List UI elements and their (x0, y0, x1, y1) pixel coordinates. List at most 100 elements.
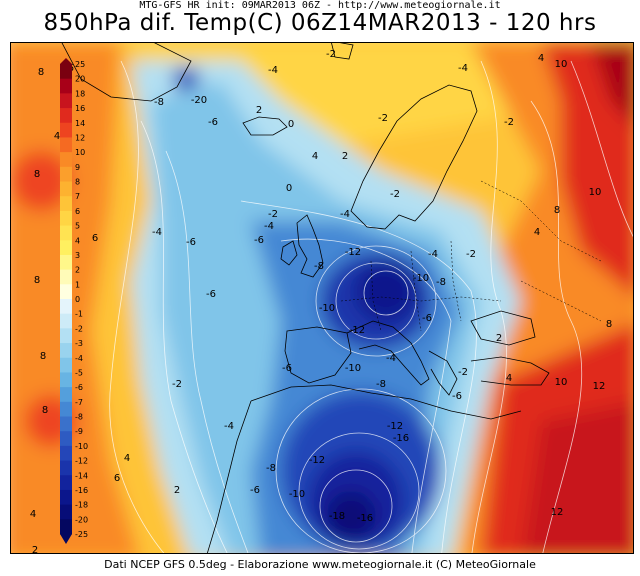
coast-turkey (470, 356, 550, 386)
colorbar-tick-label: -5 (75, 368, 83, 377)
colorbar-tick-label: 0 (75, 295, 80, 304)
isotherm-label: -6 (206, 289, 216, 300)
isotherm-label: 12 (593, 381, 606, 392)
colorbar-tick-label: 12 (75, 133, 85, 142)
isotherm-label: 12 (551, 507, 564, 518)
isotherm-label: -6 (208, 117, 218, 128)
isotherm-label: -6 (254, 235, 264, 246)
isotherm-label: -18 (329, 511, 345, 522)
colorbar-tick-label: -25 (75, 530, 88, 539)
colorbar-tick-label: 7 (75, 192, 80, 201)
isotherm-label: 2 (174, 485, 180, 496)
colorbar-tick-label: -9 (75, 427, 83, 436)
header-subtitle: MTG-GFS HR init: 09MAR2013 06Z - http://… (139, 0, 501, 11)
colorbar-swatch (60, 401, 72, 417)
colorbar-swatch (60, 108, 72, 124)
isotherm-label: -8 (266, 463, 276, 474)
colorbar-swatch (60, 387, 72, 403)
isotherm-label: -2 (172, 379, 182, 390)
colorbar-top-arrow (60, 58, 72, 64)
isotherm-label: -4 (268, 65, 278, 76)
isotherm-lines (109, 60, 633, 553)
colorbar-swatch (60, 240, 72, 256)
isotherm-label: 4 (506, 373, 512, 384)
colorbar-swatch (60, 122, 72, 138)
coast-iberia (284, 326, 352, 384)
isotherm-label: 2 (256, 105, 262, 116)
isotherm-label: 0 (286, 183, 292, 194)
colorbar-tick-label: -10 (75, 442, 88, 451)
isotherm-label: -8 (314, 261, 324, 272)
colorbar-tick-label: 9 (75, 163, 80, 172)
field-cold-greenland (172, 67, 200, 91)
isotherm-label: -8 (436, 277, 446, 288)
isotherm-label: -6 (422, 313, 432, 324)
isotherm-label: 10 (589, 187, 602, 198)
coast-italy (346, 320, 430, 386)
isotherm-label: -10 (345, 363, 361, 374)
field-cold-core-north-deep (356, 261, 416, 321)
isotherm-label: 2 (32, 545, 38, 554)
field-northeast-hotter (591, 43, 633, 123)
isotherm-label: -2 (390, 189, 400, 200)
colorbar-swatch (60, 504, 72, 520)
isotherm-label: -6 (282, 363, 292, 374)
isotherm-label: 8 (34, 169, 40, 180)
isotherm-label: -6 (186, 237, 196, 248)
isotherm-label: 8 (34, 275, 40, 286)
isotherm-label: -20 (191, 95, 207, 106)
colorbar-tick-label: -7 (75, 398, 83, 407)
isotherm-label: -2 (458, 367, 468, 378)
isotherm-label: 4 (124, 453, 130, 464)
isotherm-label: -2 (268, 209, 278, 220)
coast-greenland (61, 43, 192, 102)
colorbar-swatch (60, 137, 72, 153)
colorbar-tick-label: -1 (75, 310, 83, 319)
isotherm-label: 2 (342, 151, 348, 162)
colorbar-tick-label: 20 (75, 75, 85, 84)
colorbar-bottom-arrow (60, 534, 72, 544)
colorbar-swatch (60, 299, 72, 315)
isotherm-label: 4 (54, 131, 60, 142)
coast-svalbard (331, 43, 354, 60)
map-title: 850hPa dif. Temp(C) 06Z14MAR2013 - 120 h… (43, 10, 597, 36)
colorbar-swatch (60, 152, 72, 168)
isotherm-label: -4 (428, 249, 438, 260)
isotherm-label: 10 (555, 377, 568, 388)
colorbar-tick-label: -16 (75, 486, 88, 495)
isotherm-label: -10 (289, 489, 305, 500)
colorbar-tick-label: -8 (75, 413, 83, 422)
colorbar-tick-label: 5 (75, 222, 80, 231)
colorbar-swatch (60, 269, 72, 285)
colorbar-swatch (60, 196, 72, 212)
isotherm-label: 2 (496, 333, 502, 344)
isotherm-label: 8 (606, 319, 612, 330)
colorbar-swatch (60, 475, 72, 491)
colorbar-swatch (60, 519, 72, 535)
colorbar-swatch (60, 166, 72, 182)
footer-credit: Dati NCEP GFS 0.5deg - Elaborazione www.… (104, 558, 536, 571)
isotherm-label: 4 (538, 53, 544, 64)
colorbar-tick-label: 4 (75, 236, 80, 245)
isotherm-label: -6 (250, 485, 260, 496)
coastlines (61, 43, 550, 553)
colorbar-tick-label: 2 (75, 266, 80, 275)
country-borders (340, 180, 602, 332)
map-frame: -68-20-8-62-4-2-4410-20-2420-21084-4-2-4… (10, 42, 634, 554)
colorbar-tick-label: 1 (75, 280, 80, 289)
coast-balkans (428, 350, 458, 396)
isotherm-label: 4 (534, 227, 540, 238)
isotherm-label: -12 (387, 421, 403, 432)
isotherm-label: -2 (504, 117, 514, 128)
isotherm-label: -2 (326, 49, 336, 60)
colorbar-swatch (60, 181, 72, 197)
coast-black-sea (470, 310, 536, 346)
isotherm-label: -8 (376, 379, 386, 390)
isotherm-label: -6 (452, 391, 462, 402)
colorbar-swatch (60, 313, 72, 329)
isotherm-label: 8 (40, 351, 46, 362)
isotherm-label: 8 (42, 405, 48, 416)
isotherm-label: -4 (264, 221, 274, 232)
isotherm-label: 8 (554, 205, 560, 216)
colorbar-swatch (60, 489, 72, 506)
